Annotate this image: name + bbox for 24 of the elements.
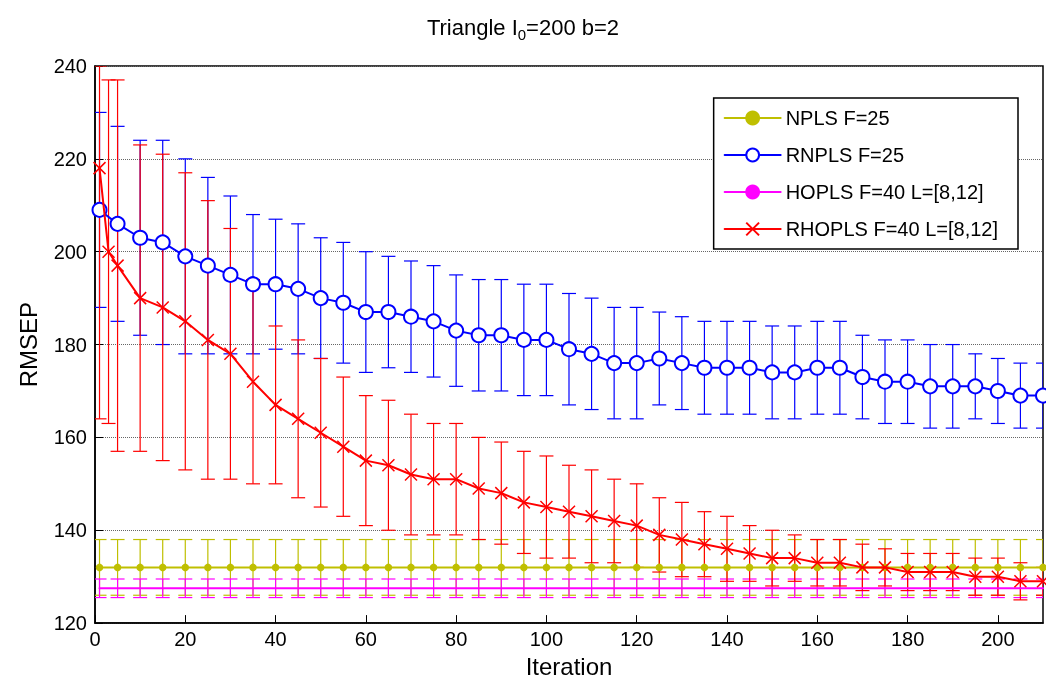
x-tick-label: 120 — [620, 628, 654, 651]
y-tick-label: 140 — [53, 519, 87, 542]
legend-label: HOPLS F=40 L=[8,12] — [785, 181, 984, 203]
y-tick-label: 200 — [53, 240, 87, 263]
x-tick-label: 40 — [264, 628, 287, 651]
y-tick-label: 240 — [53, 55, 87, 77]
y-axis-title: RMSEP — [14, 301, 42, 388]
x-tick-label: 180 — [890, 628, 925, 651]
x-tick-label: 80 — [445, 628, 468, 651]
x-tick-label: 0 — [89, 628, 101, 651]
x-axis-title: Iteration — [525, 652, 613, 680]
y-tick-label: 160 — [53, 426, 87, 449]
x-tick-label: 160 — [800, 628, 834, 651]
x-tick-label: 20 — [174, 628, 197, 651]
y-tick-label: 120 — [53, 612, 87, 635]
x-tick-label: 100 — [529, 628, 564, 651]
y-tick-label: 180 — [53, 333, 87, 356]
y-tick-label: 220 — [53, 147, 87, 170]
legend-label: RNPLS F=25 — [785, 144, 905, 166]
legend-label: NPLS F=25 — [785, 107, 890, 129]
legend-label: RHOPLS F=40 L=[8,12] — [785, 218, 998, 240]
x-tick-label: 200 — [981, 628, 1015, 651]
x-tick-label: 60 — [354, 628, 377, 651]
x-tick-label: 140 — [710, 628, 744, 651]
